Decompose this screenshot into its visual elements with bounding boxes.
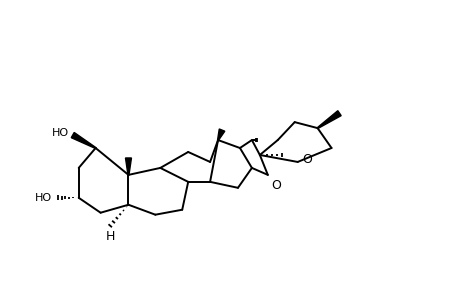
Polygon shape (71, 133, 95, 148)
Text: O: O (270, 179, 280, 192)
Polygon shape (217, 129, 224, 140)
Text: HO: HO (51, 128, 68, 138)
Text: O: O (302, 154, 312, 166)
Polygon shape (125, 158, 131, 175)
Text: H: H (106, 230, 115, 243)
Polygon shape (317, 111, 341, 128)
Text: HO: HO (34, 193, 52, 203)
